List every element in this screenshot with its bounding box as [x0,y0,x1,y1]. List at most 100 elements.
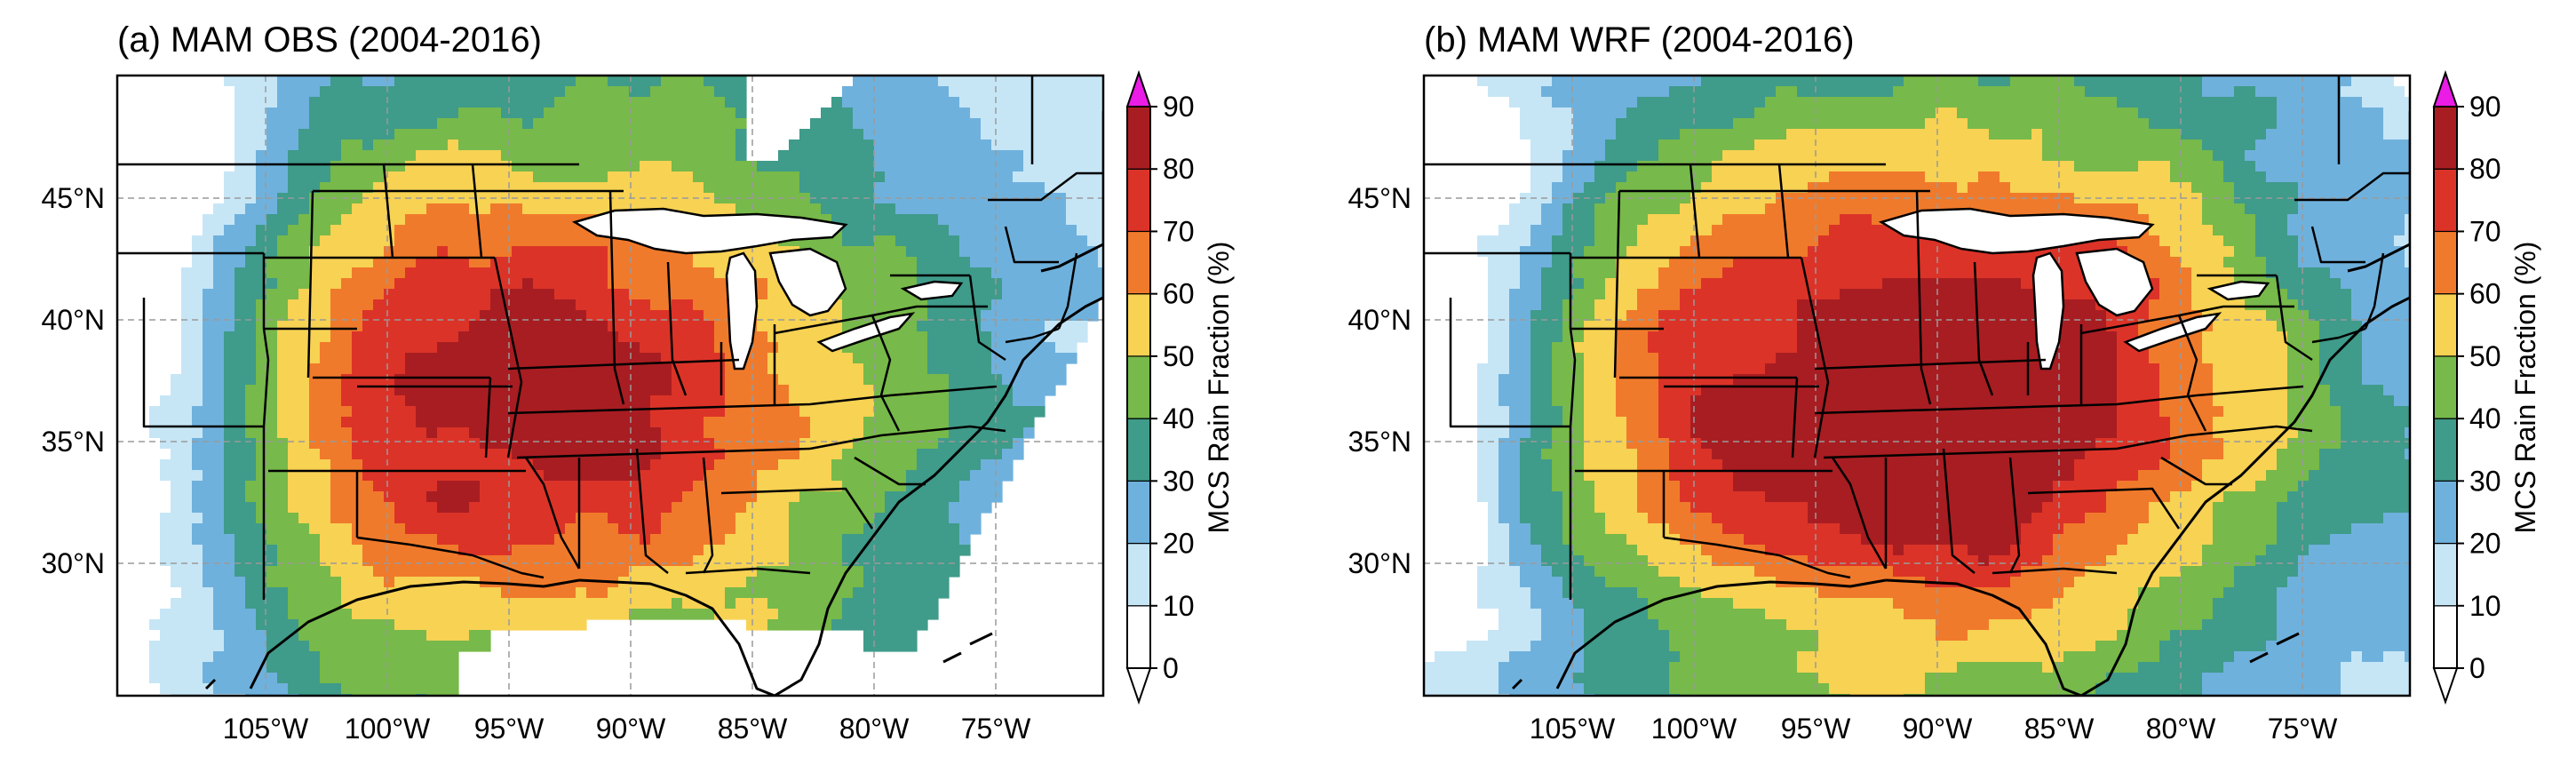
rain-cell [309,97,321,108]
rain-cell [970,203,982,215]
rain-cell [927,331,939,343]
rain-cell [490,97,502,108]
rain-cell [426,267,438,279]
rain-cell [203,470,214,482]
rain-cell [565,342,576,354]
rain-cell [448,619,459,631]
rain-cell [469,513,481,524]
rain-cell [693,470,704,482]
rain-cell [426,683,438,695]
rain-cell [384,566,395,578]
rain-cell [149,86,161,98]
rain-cell [458,619,470,631]
rain-cell [853,406,864,418]
rain-cell [448,118,459,130]
rain-cell [181,108,193,119]
rain-cell [1077,267,1088,279]
rain-cell [458,299,470,311]
rain-cell [1087,257,1099,268]
rain-cell [576,598,587,610]
rain-cell [437,331,449,343]
rain-cell [735,182,747,194]
rain-cell [490,449,502,460]
rain-cell [373,438,385,450]
rain-cell [778,587,790,599]
rain-cell [949,267,960,279]
rain-cell [927,108,939,119]
rain-cell [1034,214,1046,226]
rain-cell [576,171,587,183]
rain-cell [1066,331,1077,343]
rain-cell [725,118,736,130]
rain-cell [672,491,683,503]
rain-cell [171,353,182,364]
rain-cell [181,395,193,407]
rain-cell [735,427,747,439]
rain-cell [895,246,907,258]
rain-cell [235,214,246,226]
rain-cell [341,342,353,354]
rain-cell [949,438,960,450]
rain-cell [863,203,875,215]
rain-cell [213,246,225,258]
rain-cell [1077,278,1088,290]
rain-cell [853,598,864,610]
rain-cell [895,363,907,375]
rain-cell [288,267,299,279]
rain-cell [714,427,726,439]
rain-cell [149,171,161,183]
rain-cell [949,321,960,332]
rain-cell [767,299,779,311]
rain-cell [650,161,662,172]
rain-cell [554,385,566,396]
rain-cell [235,662,246,673]
rain-cell [799,523,811,535]
rain-cell [704,395,715,407]
rain-cell [981,150,992,162]
rain-cell [384,449,395,460]
rain-cell [799,555,811,567]
rain-cell [970,97,982,108]
rain-cell [608,481,619,492]
rain-cell [725,139,736,151]
rain-cell [895,139,907,151]
rain-cell [522,513,534,524]
rain-cell [309,449,321,460]
rain-cell [171,502,182,514]
rain-cell [277,566,289,578]
rain-cell [650,491,662,503]
rain-cell [757,545,768,556]
rain-cell [117,108,129,119]
rain-cell [437,299,449,311]
rain-cell [362,491,374,503]
rain-cell [693,108,704,119]
rain-cell [704,299,715,311]
rain-cell [938,449,950,460]
rain-cell [906,534,918,546]
rain-cell [448,609,459,620]
rain-cell [1045,171,1056,183]
rain-cell [554,150,566,162]
rain-cell [533,385,545,396]
rain-cell [426,523,438,535]
rain-cell [544,161,555,172]
rain-cell [298,630,310,642]
rain-cell [181,683,193,695]
rain-cell [959,86,971,98]
rain-cell [373,171,385,183]
rain-cell [1055,267,1067,279]
rain-cell [895,587,907,599]
rain-cell [672,513,683,524]
rain-cell [1013,417,1024,428]
rain-cell [139,481,150,492]
rain-cell [917,566,928,578]
rain-cell [330,278,342,290]
rain-cell [203,203,214,215]
rain-cell [618,481,630,492]
rain-cell [981,406,992,418]
rain-cell [128,246,139,258]
rain-cell [2341,76,2352,87]
rain-cell [789,139,800,151]
rain-cell [341,203,353,215]
rain-cell [906,331,918,343]
